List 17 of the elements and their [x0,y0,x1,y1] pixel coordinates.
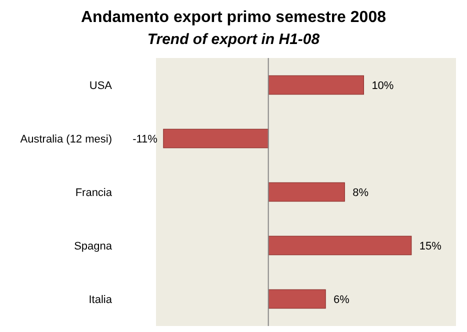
data-label: 10% [372,80,394,92]
data-label: -11% [132,133,158,146]
y-tick-label: Italia [88,294,113,306]
y-tick-label: Spagna [74,240,113,252]
data-label: 8% [352,186,369,199]
bar [268,182,345,202]
chart-title: Andamento export primo semestre 2008 [81,9,386,26]
bar [268,289,326,309]
y-tick-label: USA [89,80,113,92]
chart-subtitle: Trend of export in H1-08 [147,31,320,48]
data-label: 6% [334,294,350,306]
data-label: 15% [419,240,442,252]
y-tick-label: Francia [75,186,113,199]
bar [268,75,364,95]
y-tick-label: Australia (12 mesi) [20,133,112,146]
bar [268,236,412,256]
bar [163,128,269,148]
